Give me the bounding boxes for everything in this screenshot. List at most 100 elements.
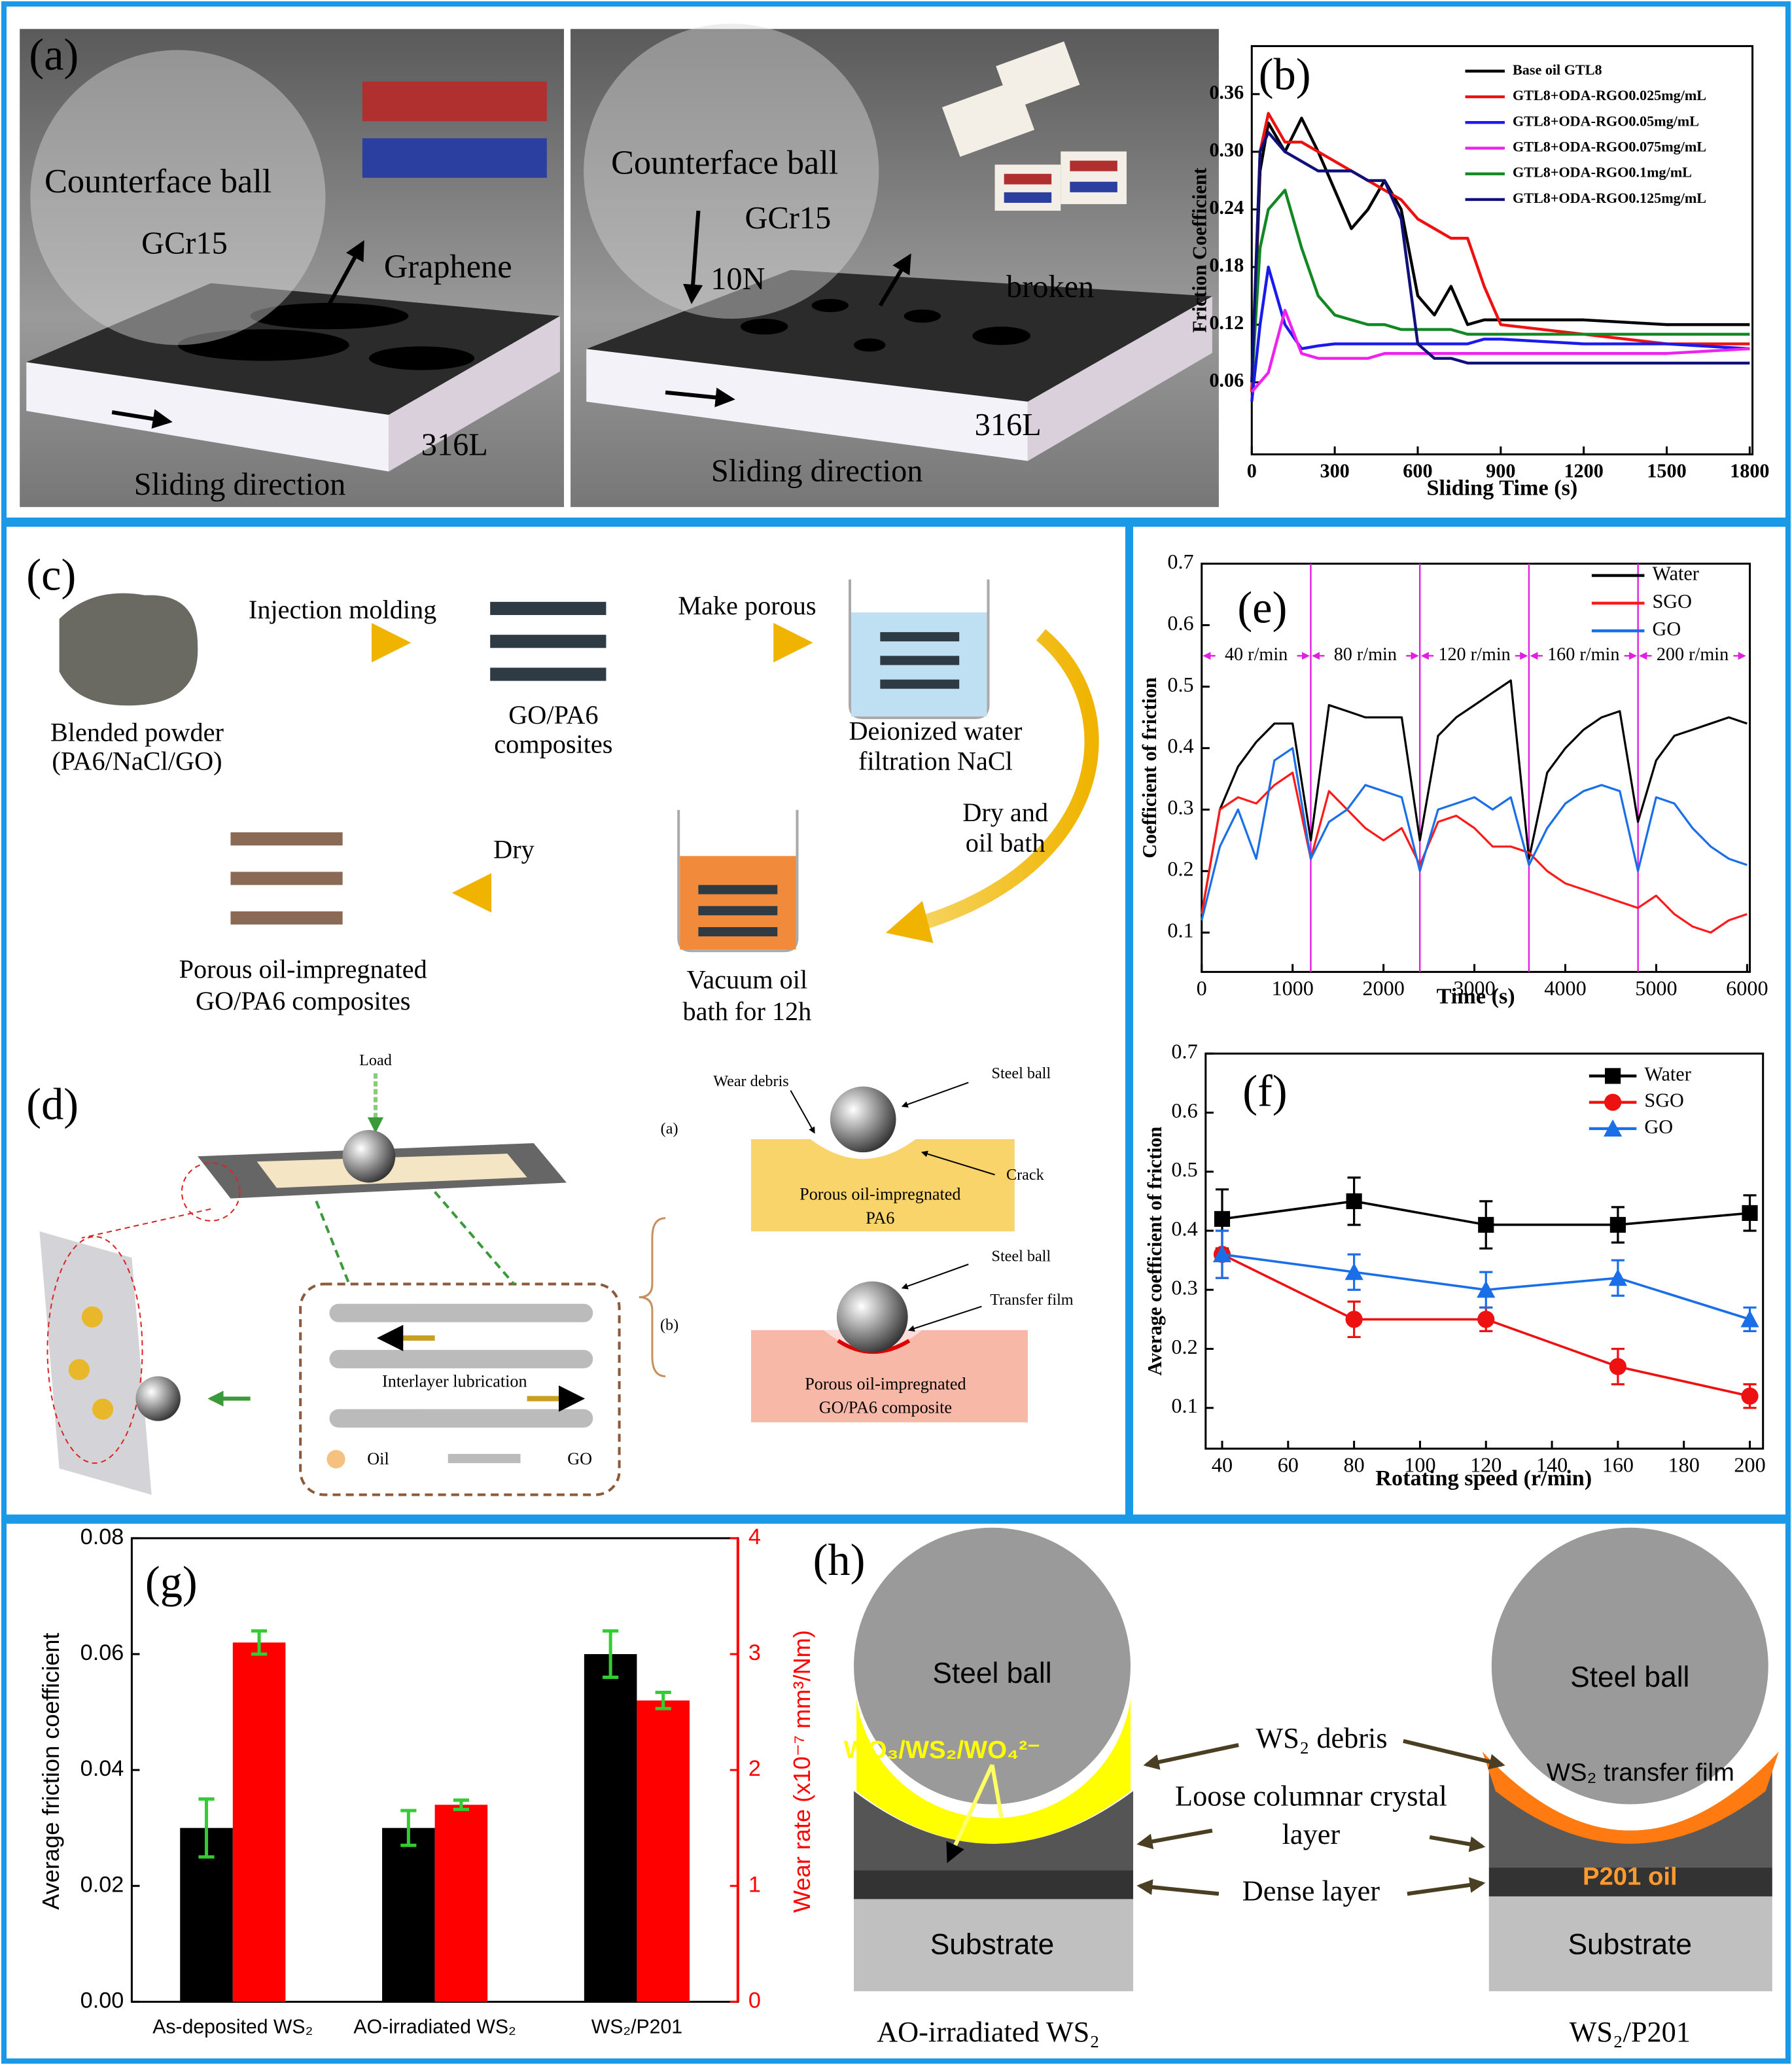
- arrow: [1403, 1738, 1505, 1770]
- x-tick-label: 6000: [1726, 976, 1768, 1000]
- go-layer: [329, 1409, 593, 1428]
- composite-plate: [698, 927, 778, 937]
- marker: [1609, 1358, 1626, 1375]
- y-tick-label: 0.4: [1171, 1216, 1197, 1240]
- error-bar: [400, 1809, 417, 1847]
- y-tick-label: 0.06: [1209, 369, 1244, 391]
- fragment: [1004, 173, 1052, 185]
- diagram-text: AO-irradiated WS₂: [877, 2016, 1100, 2048]
- arrow: [946, 1763, 994, 1863]
- diagram-text: Loose columnar crystal: [1175, 1780, 1447, 1812]
- legend-label: Water: [1644, 1063, 1691, 1085]
- diagram-text: 316L: [421, 427, 488, 462]
- bar: [434, 1805, 488, 2002]
- process-arrow: [885, 629, 1099, 944]
- diagram-text: GO/PA6: [508, 700, 598, 730]
- series-line: [1250, 308, 1750, 393]
- zoom-line: [434, 1191, 515, 1285]
- steel-ball: [342, 1129, 396, 1183]
- diagram-text: Oil: [367, 1449, 389, 1468]
- x-tick-label: AO-irradiated WS₂: [353, 2017, 516, 2038]
- pore: [68, 1359, 90, 1381]
- oil-icon: [326, 1450, 345, 1469]
- x-tick-label: 80: [1344, 1453, 1365, 1477]
- panel-d-drawing: [39, 1073, 1028, 1496]
- x-tick-label: 600: [1403, 460, 1432, 482]
- diagram-text: Blended powder: [50, 717, 224, 747]
- composite-plate: [880, 632, 960, 642]
- zoom-box: [299, 1282, 621, 1496]
- flake: [811, 298, 849, 313]
- arrow: [1136, 1879, 1220, 1896]
- zoom-line: [315, 1200, 351, 1285]
- beaker: [677, 809, 799, 953]
- segment-label: 80 r/min: [1334, 644, 1397, 665]
- bar: [637, 1700, 690, 2002]
- diagram-text: Steel ball: [992, 1065, 1051, 1082]
- marker: [1609, 1216, 1626, 1233]
- brace: [639, 1217, 666, 1377]
- plot-frame: [1204, 1052, 1765, 1450]
- x-tick-label: 3000: [1453, 976, 1495, 1000]
- arrow: [321, 240, 364, 317]
- legend-label: GO: [1644, 1116, 1673, 1138]
- x-tick-label: 1800: [1730, 460, 1769, 482]
- y2-tick-label: 4: [748, 1525, 761, 1549]
- error-bar: [198, 1797, 215, 1859]
- fragment: [1070, 181, 1117, 192]
- diagram-text: 10N: [711, 262, 765, 296]
- panel-a-left-image: [20, 29, 564, 507]
- error-bar: [251, 1629, 268, 1656]
- oil-plate: [230, 911, 343, 925]
- diagram-text: Steel ball: [1570, 1661, 1689, 1693]
- composite-plate: [880, 679, 960, 689]
- arrow: [901, 1263, 969, 1290]
- counterface-ball: [30, 50, 326, 345]
- y-tick-label: 0.4: [1167, 734, 1193, 758]
- diagram-text: Steel ball: [992, 1248, 1051, 1265]
- diagram-text: WS₂/P201: [1570, 2016, 1691, 2048]
- panel-c-drawing: [59, 579, 1099, 953]
- y-tick-label: 0.08: [80, 1525, 124, 1549]
- diagram-text: GO/PA6 composites: [196, 986, 410, 1015]
- y-axis-label: Average coefficient of friction: [1144, 1127, 1166, 1376]
- x-tick-label: 2000: [1362, 976, 1404, 1000]
- diagram-text: Interlayer lubrication: [382, 1371, 527, 1390]
- arrow: [790, 1090, 815, 1134]
- legend-label: GTL8+ODA-RGO0.125mg/mL: [1513, 190, 1706, 206]
- y-tick-label: 0.30: [1209, 139, 1244, 161]
- pore: [81, 1306, 103, 1328]
- composite-surface: [256, 1154, 527, 1188]
- marker: [1741, 1387, 1759, 1405]
- diagram-text: (PA6/NaCl/GO): [52, 747, 222, 776]
- diagram-text: Sliding direction: [134, 467, 346, 502]
- pore: [92, 1398, 114, 1420]
- segment-label: 120 r/min: [1438, 644, 1510, 665]
- segment-label: 40 r/min: [1225, 644, 1288, 665]
- marker: [1212, 1244, 1232, 1263]
- flake: [904, 309, 941, 323]
- diagram-text: WS₂ debris: [1256, 1722, 1387, 1754]
- series-line: [1250, 188, 1750, 383]
- arrow: [990, 1764, 1004, 1818]
- y2-tick-label: 2: [748, 1756, 761, 1781]
- marker: [1608, 1269, 1627, 1286]
- y-axis-label: Coefficient of friction: [1138, 677, 1161, 858]
- graphene-flake: [368, 346, 475, 370]
- graphene-stack: [362, 81, 547, 122]
- plot-frame: [1250, 44, 1754, 455]
- legend-marker: [1604, 1093, 1622, 1111]
- legend-label: GTL8+ODA-RGO0.05mg/mL: [1513, 113, 1699, 129]
- marker: [1477, 1280, 1496, 1298]
- fragment: [1004, 192, 1052, 203]
- bar: [584, 1654, 637, 2002]
- x-axis-label: Sliding Time (s): [1427, 476, 1578, 501]
- y-tick-label: 0.18: [1209, 254, 1244, 276]
- x-tick-label: 160: [1602, 1453, 1634, 1477]
- flake: [740, 319, 788, 335]
- x-tick-label: WS₂/P201: [591, 2017, 682, 2038]
- legend-label: GTL8+ODA-RGO0.025mg/mL: [1513, 87, 1706, 103]
- marker: [1214, 1210, 1231, 1227]
- oil-plate: [230, 832, 343, 846]
